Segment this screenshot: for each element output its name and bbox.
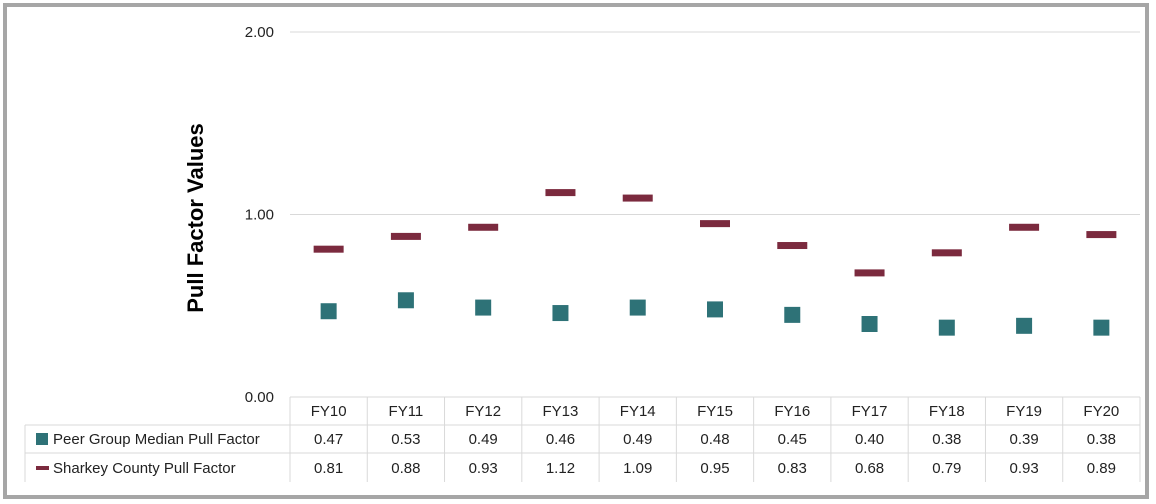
data-table-value: 0.81 [314,460,343,477]
peer-group-point [861,316,878,332]
data-table-value: 0.47 [314,431,343,448]
x-category-label: FY12 [465,403,501,420]
peer-group-point [320,303,337,320]
data-table-value: 0.46 [546,431,575,448]
peer-group-point [475,299,492,316]
data-table-value: 0.95 [700,460,729,477]
sharkey-county-point [777,242,808,250]
y-tick-label: 0.00 [245,389,274,406]
data-table-value: 0.40 [855,431,884,448]
x-category-label: FY20 [1083,403,1119,420]
x-category-label: FY13 [543,403,579,420]
x-category-label: FY18 [929,403,965,420]
peer-group-point [1016,317,1033,334]
x-category-label: FY17 [852,403,888,420]
data-table-value: 1.09 [623,460,652,477]
data-table-value: 0.39 [1009,431,1038,448]
data-table-value: 0.38 [932,431,961,448]
x-category-label: FY15 [697,403,733,420]
sharkey-county-point [545,189,576,197]
sharkey-county-point [390,232,421,240]
data-table-value: 0.83 [778,460,807,477]
sharkey-county-point [1009,223,1040,231]
sharkey-county-point [468,223,499,231]
sharkey-county-point [622,194,653,202]
legend-label: Peer Group Median Pull Factor [53,431,260,448]
data-table-value: 0.49 [469,431,498,448]
sharkey-county-point [700,220,730,228]
data-table-value: 0.79 [932,460,961,477]
y-tick-label: 2.00 [245,24,274,41]
x-category-label: FY16 [774,403,810,420]
data-table-value: 0.49 [623,431,652,448]
gridlines [290,31,1140,398]
data-table-value: 0.48 [700,431,729,448]
peer-group-point [629,299,646,316]
x-category-label: FY14 [620,403,656,420]
legend-label: Sharkey County Pull Factor [53,460,236,477]
data-table-value: 0.89 [1087,460,1116,477]
data-table [24,397,1141,482]
legend-key-sharkey-county [36,466,49,470]
y-axis-label: Pull Factor Values [183,123,208,313]
data-table-value: 0.45 [778,431,807,448]
y-tick-label: 1.00 [245,207,274,224]
data-table-value: 0.38 [1087,431,1116,448]
sharkey-county-point [931,249,962,257]
data-table-value: 0.93 [1009,460,1038,477]
data-table-value: 0.53 [391,431,420,448]
sharkey-county-point [1086,231,1117,239]
data-table-value: 0.68 [855,460,884,477]
x-category-label: FY19 [1006,403,1042,420]
peer-group-point [938,319,955,336]
peer-group-point [1093,319,1110,336]
peer-group-point [552,305,569,322]
sharkey-county-point [854,269,885,277]
sharkey-county-point [313,245,344,253]
peer-group-point [707,301,723,318]
data-table-value: 0.88 [391,460,420,477]
data-table-value: 1.12 [546,460,575,477]
chart-text: 0.00 1.00 2.00 FY10 FY11 FY12 FY13 FY14 FY15 FY16… [53,24,1119,477]
peer-group-point [397,292,414,309]
chart-marks [313,189,1117,336]
x-category-label: FY10 [311,403,347,420]
legend-key-peer-group [36,433,48,445]
x-category-label: FY11 [389,403,424,420]
peer-group-point [784,306,801,323]
data-table-value: 0.93 [469,460,498,477]
